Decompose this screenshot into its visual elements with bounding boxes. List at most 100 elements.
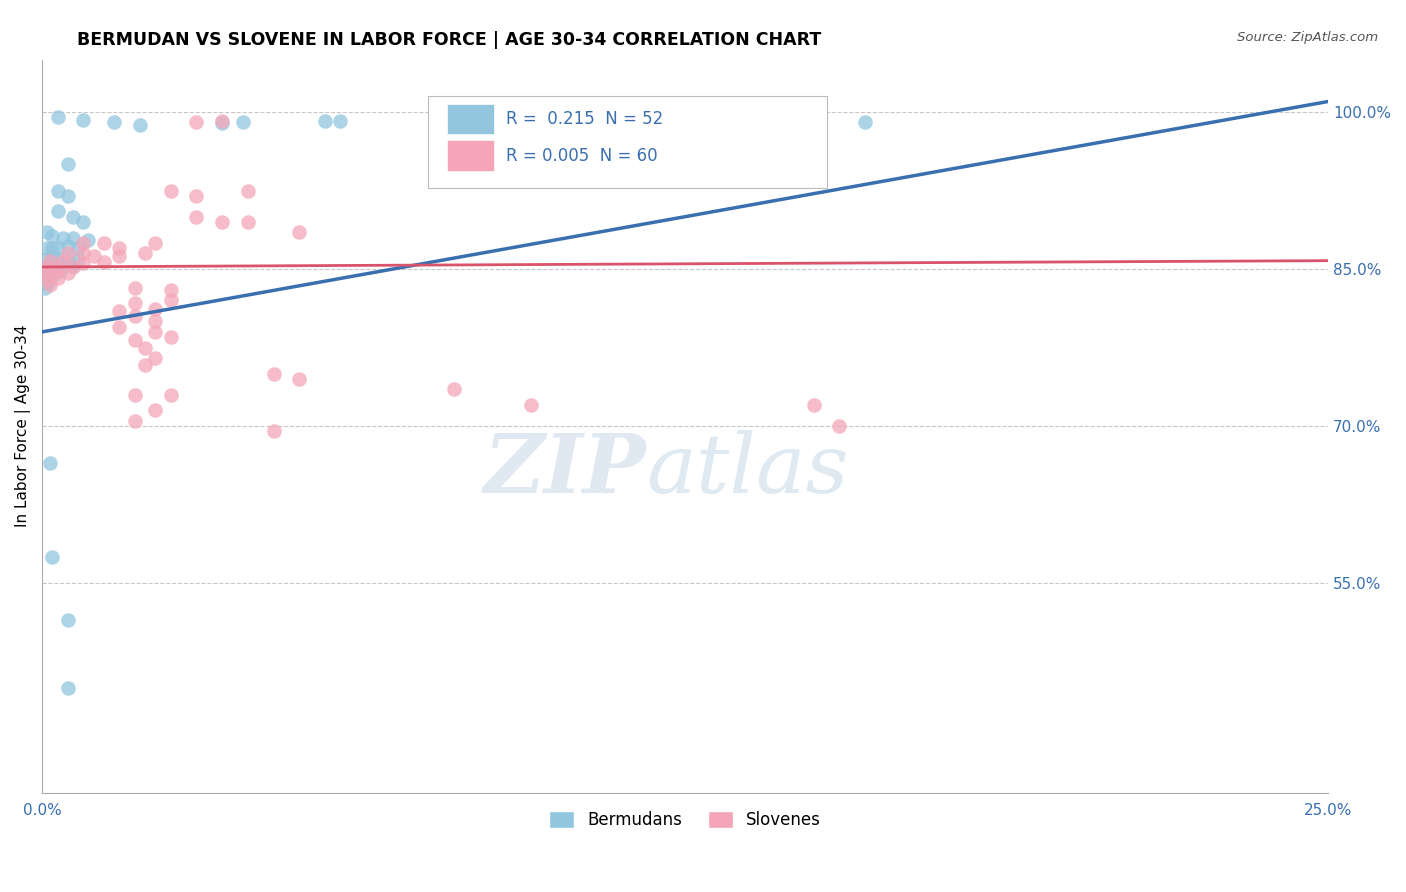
Point <box>56 266 79 280</box>
Point <box>108 241 131 255</box>
Point <box>329 114 352 128</box>
Point <box>93 235 115 250</box>
Point <box>143 301 166 316</box>
Point <box>124 309 146 323</box>
Point <box>37 226 59 240</box>
Point <box>41 265 63 279</box>
Point <box>453 115 475 129</box>
FancyBboxPatch shape <box>447 103 494 135</box>
Point <box>143 314 166 328</box>
Point <box>37 260 59 274</box>
Y-axis label: In Labor Force | Age 30-34: In Labor Force | Age 30-34 <box>15 325 31 527</box>
Point <box>803 398 825 412</box>
Point <box>72 246 94 260</box>
Point <box>52 260 75 274</box>
Point <box>52 230 75 244</box>
Point <box>46 252 69 266</box>
Point <box>34 281 56 295</box>
Point <box>263 367 285 381</box>
Point <box>62 210 84 224</box>
Point <box>159 388 181 402</box>
Point <box>159 330 181 344</box>
Point <box>72 235 94 250</box>
Point <box>37 264 59 278</box>
Point <box>34 276 56 290</box>
Point <box>124 414 146 428</box>
Point <box>236 215 259 229</box>
Point <box>571 115 593 129</box>
Point <box>56 252 79 266</box>
Point <box>143 325 166 339</box>
Point <box>46 271 69 285</box>
Point <box>46 110 69 124</box>
Point <box>443 383 465 397</box>
Point <box>38 253 60 268</box>
Point <box>108 319 131 334</box>
Text: Source: ZipAtlas.com: Source: ZipAtlas.com <box>1237 31 1378 45</box>
Point <box>56 157 79 171</box>
Point <box>34 264 56 278</box>
Point <box>828 419 851 434</box>
Point <box>143 351 166 365</box>
Point <box>37 259 59 273</box>
Point <box>41 549 63 564</box>
Point <box>56 681 79 695</box>
Point <box>46 260 69 275</box>
Point <box>186 210 208 224</box>
Point <box>38 456 60 470</box>
Point <box>124 295 146 310</box>
Point <box>232 115 254 129</box>
Point <box>37 270 59 285</box>
Point <box>776 113 799 128</box>
Text: R = 0.005  N = 60: R = 0.005 N = 60 <box>506 146 658 165</box>
FancyBboxPatch shape <box>427 96 827 188</box>
Point <box>159 293 181 308</box>
Point <box>38 260 60 274</box>
Point <box>211 116 233 130</box>
Point <box>143 403 166 417</box>
Point <box>186 188 208 202</box>
Point <box>288 372 311 386</box>
Text: R =  0.215  N = 52: R = 0.215 N = 52 <box>506 110 664 128</box>
Point <box>41 241 63 255</box>
Point <box>83 250 105 264</box>
Point <box>159 283 181 297</box>
Point <box>72 256 94 270</box>
Point <box>37 241 59 255</box>
Point <box>143 235 166 250</box>
Point <box>596 114 619 128</box>
Legend: Bermudans, Slovenes: Bermudans, Slovenes <box>543 804 828 836</box>
Point <box>124 333 146 347</box>
Point <box>62 259 84 273</box>
Point <box>77 233 100 247</box>
Point <box>44 258 66 272</box>
Point <box>46 241 69 255</box>
Point <box>67 252 90 266</box>
Point <box>211 114 233 128</box>
Point <box>72 215 94 229</box>
Point <box>108 250 131 264</box>
Point <box>56 246 79 260</box>
Point <box>34 269 56 284</box>
Point <box>263 425 285 439</box>
Point <box>596 152 619 166</box>
Point <box>134 246 156 260</box>
Point <box>67 241 90 255</box>
Point <box>128 118 150 132</box>
Point <box>56 188 79 202</box>
Point <box>72 113 94 128</box>
Point <box>62 230 84 244</box>
Text: atlas: atlas <box>647 430 849 510</box>
Point <box>52 253 75 268</box>
Point <box>648 162 671 177</box>
Point <box>62 260 84 274</box>
Point <box>41 269 63 284</box>
Point <box>124 388 146 402</box>
Text: ZIP: ZIP <box>484 430 647 510</box>
Point <box>41 250 63 264</box>
Point <box>34 266 56 280</box>
Point <box>49 264 72 278</box>
Point <box>468 118 491 132</box>
Point <box>44 265 66 279</box>
Point <box>134 341 156 355</box>
